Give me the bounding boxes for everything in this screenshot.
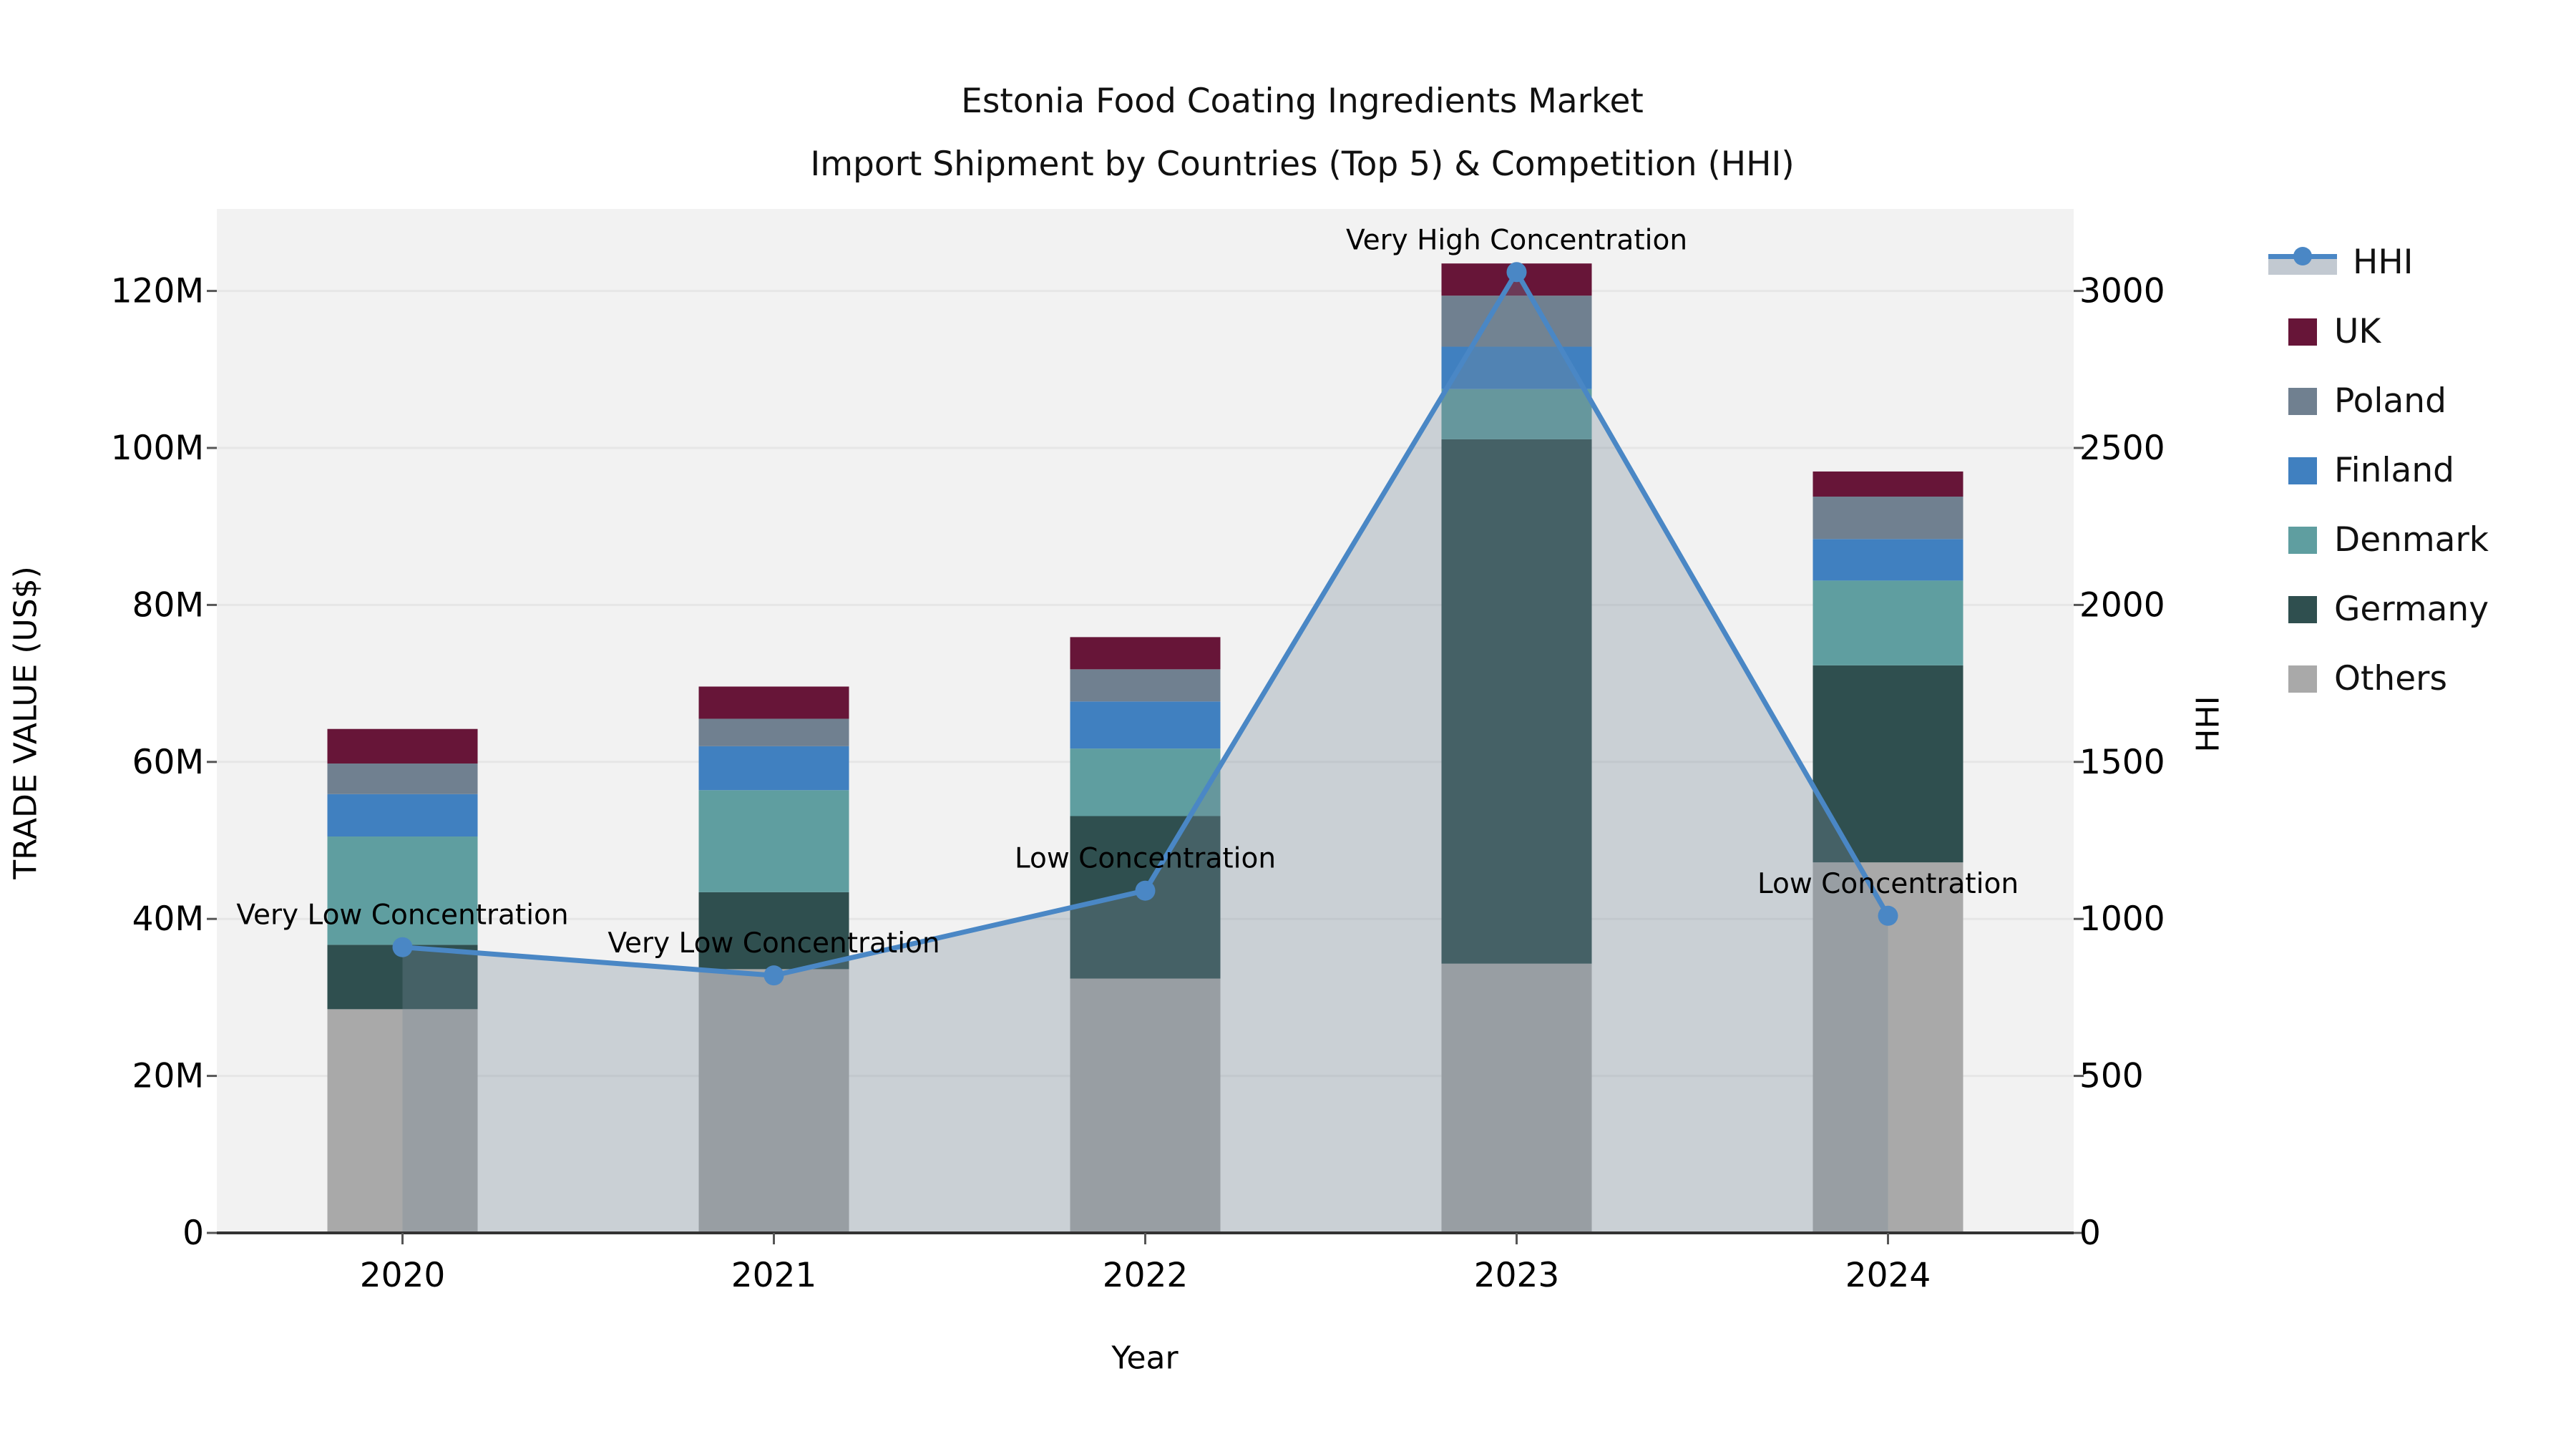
legend-item-others: Others	[2268, 644, 2489, 713]
annotation-2023: Very High Concentration	[1346, 224, 1687, 256]
y-left-tick-label-60M: 60M	[132, 743, 204, 782]
legend-label-denmark: Denmark	[2334, 520, 2489, 560]
annotation-2021: Very Low Concentration	[608, 927, 940, 960]
bar-segment-uk-2020	[327, 728, 478, 763]
y-right-tick-label-2500: 2500	[2079, 429, 2165, 468]
x-tick-label-2022: 2022	[1103, 1256, 1189, 1295]
bar-segment-finland-2022	[1070, 701, 1221, 749]
chart-title: Estonia Food Coating Ingredients Market …	[810, 70, 1794, 196]
x-tick-label-2020: 2020	[360, 1256, 446, 1295]
bar-segment-finland-2021	[698, 746, 849, 791]
x-axis-label: Year	[1111, 1340, 1179, 1377]
bar-segment-denmark-2023	[1441, 389, 1592, 439]
bar-segment-others-2022	[1070, 978, 1221, 1233]
legend-swatch-uk	[2288, 318, 2317, 346]
x-tick-label-2021: 2021	[731, 1256, 817, 1295]
bar-segment-others-2021	[698, 969, 849, 1233]
bar-segment-germany-2023	[1441, 439, 1592, 964]
bar-segment-finland-2020	[327, 794, 478, 837]
y-axis-label-right: HHI	[2190, 696, 2227, 753]
y-left-tick-label-40M: 40M	[132, 899, 204, 939]
hhi-marker-dot-icon	[2293, 246, 2312, 265]
legend-label-finland: Finland	[2334, 451, 2454, 490]
axis-lines-and-ticks	[207, 290, 2084, 1244]
legend-swatch-poland	[2288, 387, 2317, 415]
bar-segment-finland-2024	[1813, 539, 1963, 581]
hhi-area	[402, 272, 1888, 1234]
y-right-tick-label-1000: 1000	[2079, 899, 2165, 939]
y-right-tick-label-2000: 2000	[2079, 585, 2165, 625]
legend-label-poland: Poland	[2334, 381, 2446, 421]
bar-segment-uk-2024	[1813, 471, 1963, 497]
legend-swatch-finland	[2288, 457, 2317, 484]
hhi-marker-2024	[1878, 905, 1898, 926]
legend: HHI UK Poland Finland Denmark Germany Others	[2268, 228, 2489, 713]
legend-item-germany: Germany	[2268, 575, 2489, 644]
annotation-2022: Low Concentration	[1015, 843, 1276, 875]
y-right-tick-label-3000: 3000	[2079, 272, 2165, 311]
bar-segment-poland-2024	[1813, 497, 1963, 540]
bar-segment-poland-2020	[327, 763, 478, 794]
annotation-2024: Low Concentration	[1757, 868, 2019, 900]
legend-label-germany: Germany	[2334, 590, 2489, 629]
legend-swatch-germany	[2288, 595, 2317, 623]
legend-label-uk: UK	[2334, 312, 2381, 351]
hhi-marker-2023	[1506, 262, 1527, 283]
y-left-tick-label-0: 0	[182, 1214, 204, 1253]
bar-segment-poland-2021	[698, 718, 849, 746]
bar-segment-uk-2022	[1070, 637, 1221, 670]
hhi-area-fill	[402, 272, 1888, 1234]
chart-title-line2: Import Shipment by Countries (Top 5) & C…	[810, 145, 1795, 184]
bar-segment-denmark-2020	[327, 836, 478, 945]
hhi-marker-2020	[392, 937, 413, 957]
legend-label-hhi: HHI	[2353, 243, 2414, 282]
y-axis-label-left: TRADE VALUE (US$)	[7, 566, 44, 879]
x-tick-label-2024: 2024	[1845, 1256, 1931, 1295]
y-left-tick-label-80M: 80M	[132, 585, 204, 625]
legend-item-denmark: Denmark	[2268, 505, 2489, 575]
legend-item-uk: UK	[2268, 297, 2489, 366]
bar-segment-others-2023	[1441, 963, 1592, 1233]
chart-title-line1: Estonia Food Coating Ingredients Market	[961, 82, 1644, 121]
y-left-tick-label-100M: 100M	[111, 429, 204, 468]
y-right-tick-label-0: 0	[2079, 1214, 2101, 1253]
bar-segment-poland-2022	[1070, 669, 1221, 702]
y-left-tick-label-20M: 20M	[132, 1057, 204, 1096]
bar-segment-denmark-2024	[1813, 580, 1963, 665]
bar-segment-uk-2021	[698, 686, 849, 719]
y-left-tick-label-120M: 120M	[111, 272, 204, 311]
annotations: Very Low Concentration Very Low Concentra…	[236, 224, 2019, 960]
legend-swatch-denmark	[2288, 526, 2317, 554]
bar-segment-denmark-2021	[698, 790, 849, 892]
hhi-marker-2022	[1135, 880, 1156, 901]
hhi-area-swatch	[2268, 258, 2337, 275]
bar-segment-poland-2023	[1441, 296, 1592, 347]
hhi-legend-sample-icon	[2268, 246, 2337, 275]
legend-label-others: Others	[2334, 659, 2447, 698]
legend-swatch-others	[2288, 665, 2317, 693]
y-right-tick-label-1500: 1500	[2079, 743, 2165, 782]
hhi-line	[392, 262, 1898, 986]
tick-labels: 0 20M 40M 60M 80M 100M 120M 0 500 1000 1500 2000 250…	[111, 272, 2165, 1295]
legend-item-poland: Poland	[2268, 366, 2489, 436]
bar-segment-germany-2021	[698, 892, 849, 970]
y-right-tick-label-500: 500	[2079, 1057, 2144, 1096]
legend-item-hhi: HHI	[2268, 228, 2489, 297]
legend-item-finland: Finland	[2268, 436, 2489, 505]
annotation-2020: Very Low Concentration	[236, 899, 568, 932]
hhi-marker-2021	[763, 965, 784, 986]
bar-segment-others-2020	[327, 1009, 478, 1233]
stacked-bars	[327, 263, 1963, 1233]
x-tick-label-2023: 2023	[1474, 1256, 1560, 1295]
